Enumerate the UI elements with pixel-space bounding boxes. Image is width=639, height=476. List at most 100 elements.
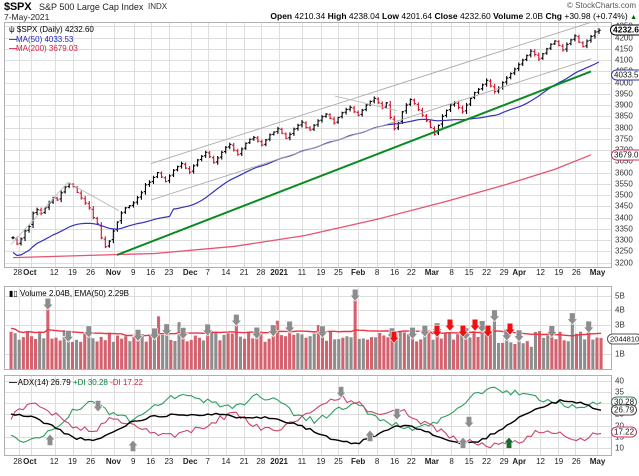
x-axis-label: 15 bbox=[464, 268, 474, 277]
price-chart-panel[interactable]: ψ $SPX (Daily) 4232.60 —MA(50) 4033.53 —… bbox=[4, 22, 612, 268]
ma50-legend-text: MA(50) 4033.53 bbox=[16, 34, 74, 44]
volume-down-arrow-red bbox=[388, 330, 400, 344]
x-axis-label: 12 bbox=[49, 457, 59, 466]
adx-down-arrow-gray bbox=[391, 408, 403, 421]
x-axis-label: 19 bbox=[67, 268, 77, 277]
symbol-description: S&P 500 Large Cap Index bbox=[39, 2, 144, 12]
volume-value: 2.0B bbox=[525, 11, 544, 21]
volume-down-arrow-gray bbox=[566, 312, 579, 326]
stockcharts-credit: © StockCharts.com bbox=[566, 1, 636, 10]
x-axis-label: Mar bbox=[424, 268, 439, 277]
volume-down-arrow-gray bbox=[267, 324, 280, 338]
price-axis-tick: 3600 bbox=[615, 168, 633, 178]
minus-di-legend-text: -DI 17.22 bbox=[110, 378, 143, 387]
high-value: 4238.04 bbox=[348, 11, 380, 21]
adx-legend-text: ADX(14) 26.79 bbox=[17, 378, 71, 387]
volume-down-arrow-gray bbox=[160, 323, 173, 337]
adx-up-arrow-gray bbox=[44, 433, 56, 446]
x-axis-label: 22 bbox=[482, 268, 492, 277]
x-axis-label: 19 bbox=[554, 457, 564, 466]
volume-down-arrow-gray bbox=[148, 327, 161, 341]
price-axis-tick: 4000 bbox=[615, 78, 633, 88]
x-axis-label: 26 bbox=[571, 457, 581, 466]
open-value: 4210.34 bbox=[294, 11, 326, 21]
adx-axis-tick: 40 bbox=[615, 376, 624, 385]
minus-di-callout: 17.22 bbox=[611, 426, 638, 438]
open-label: Open bbox=[270, 11, 293, 21]
x-axis-label: 29 bbox=[499, 457, 509, 466]
x-axis-label: 7 bbox=[205, 268, 210, 277]
x-axis-label: 16 bbox=[146, 457, 156, 466]
x-axis-label: 12 bbox=[49, 268, 59, 277]
volume-down-arrow-gray bbox=[283, 320, 296, 334]
price-axis-tick: 3850 bbox=[615, 111, 633, 121]
x-axis-label: 15 bbox=[464, 457, 474, 466]
volume-axis-tick: 3B bbox=[615, 320, 625, 330]
adx-axis-tick: 35 bbox=[615, 387, 624, 397]
price-y-axis: 4250420041504100405040003950390038503800… bbox=[610, 22, 639, 268]
ma200-legend-text: MA(200) 3679.03 bbox=[16, 44, 78, 53]
volume-down-arrow-gray bbox=[201, 323, 214, 337]
price-axis-tick: 3500 bbox=[615, 190, 633, 200]
x-axis-label: 2021 bbox=[270, 268, 289, 277]
adx-panel[interactable]: — ADX(14) 26.79 +DI 30.28 -DI 17.22 bbox=[4, 375, 612, 456]
adx-axis-tick: 20 bbox=[615, 421, 624, 430]
volume-down-arrow-gray bbox=[132, 329, 144, 342]
symbol-index-tag: INDX bbox=[148, 2, 168, 11]
x-axis-label: May bbox=[589, 457, 606, 466]
volume-down-arrow-gray bbox=[418, 324, 431, 338]
x-axis-label: Apr bbox=[512, 457, 527, 466]
price-axis-tick: 3400 bbox=[615, 213, 633, 223]
x-axis-label: 12 bbox=[536, 457, 545, 466]
adx-down-arrow-gray bbox=[92, 400, 104, 413]
x-axis-label: 7 bbox=[205, 457, 210, 466]
price-plot bbox=[5, 23, 611, 267]
x-axis-label: Oct bbox=[23, 268, 37, 277]
volume-down-arrow-gray bbox=[62, 330, 75, 343]
price-axis-tick: 4100 bbox=[615, 55, 633, 65]
x-axis-label: 26 bbox=[86, 268, 96, 277]
volume-down-arrow-gray bbox=[349, 288, 362, 302]
x-axis-label: 26 bbox=[86, 457, 96, 466]
x-axis-label: 14 bbox=[221, 457, 231, 466]
x-axis-label: 28 bbox=[256, 268, 266, 277]
volume-y-axis: 5B 4B 3B 1B 2044810 bbox=[607, 286, 639, 370]
x-axis-label: 22 bbox=[406, 457, 416, 466]
volume-down-arrow-gray bbox=[250, 326, 263, 340]
adx-up-arrow-green bbox=[503, 436, 515, 449]
volume-last-callout: 2044810 bbox=[607, 333, 639, 345]
price-legend-symbol: ψ $SPX (Daily) 4232.60 bbox=[9, 25, 94, 34]
volume-down-arrow-red bbox=[457, 324, 469, 338]
volume-down-arrow-red bbox=[504, 322, 516, 336]
price-axis-tick: 3800 bbox=[615, 123, 633, 133]
volume-down-arrow-gray bbox=[316, 325, 329, 339]
up-triangle-icon: ▲ bbox=[630, 14, 637, 21]
volume-down-arrow-gray bbox=[513, 329, 525, 343]
x-axis-label: 19 bbox=[67, 457, 77, 466]
volume-panel[interactable]: ▮▯ Volume 2.04B, EMA(50) 2.29B bbox=[4, 286, 612, 370]
volume-axis-tick: 5B bbox=[615, 291, 625, 301]
x-axis-label: Nov bbox=[105, 457, 121, 466]
x-axis-label: 28 bbox=[13, 457, 23, 466]
chg-value: +30.98 (+0.74%) bbox=[564, 11, 628, 21]
x-axis-label: 8 bbox=[449, 268, 454, 277]
x-axis-label: Oct bbox=[23, 457, 37, 466]
x-axis-label: 29 bbox=[499, 268, 509, 277]
volume-down-arrow-gray bbox=[582, 320, 595, 334]
plus-di-legend-text: +DI 30.28 bbox=[72, 378, 108, 387]
price-axis-tick: 3550 bbox=[615, 179, 633, 189]
x-axis-label: 23 bbox=[164, 268, 174, 277]
volume-down-arrow-red bbox=[469, 318, 481, 332]
x-axis-label: 22 bbox=[482, 457, 492, 466]
volume-down-arrow-gray bbox=[177, 327, 189, 340]
x-axis-label: 26 bbox=[571, 268, 581, 277]
x-axis-label: Dec bbox=[182, 457, 198, 466]
adx-up-arrow-gray bbox=[364, 429, 376, 442]
x-axis-label: May bbox=[589, 268, 606, 277]
x-axis-label: 9 bbox=[130, 268, 136, 277]
adx-down-arrow-gray bbox=[335, 386, 347, 399]
volume-down-arrow-gray bbox=[230, 313, 243, 327]
x-axis-label: 16 bbox=[146, 268, 156, 277]
x-axis-label: 21 bbox=[239, 268, 249, 277]
